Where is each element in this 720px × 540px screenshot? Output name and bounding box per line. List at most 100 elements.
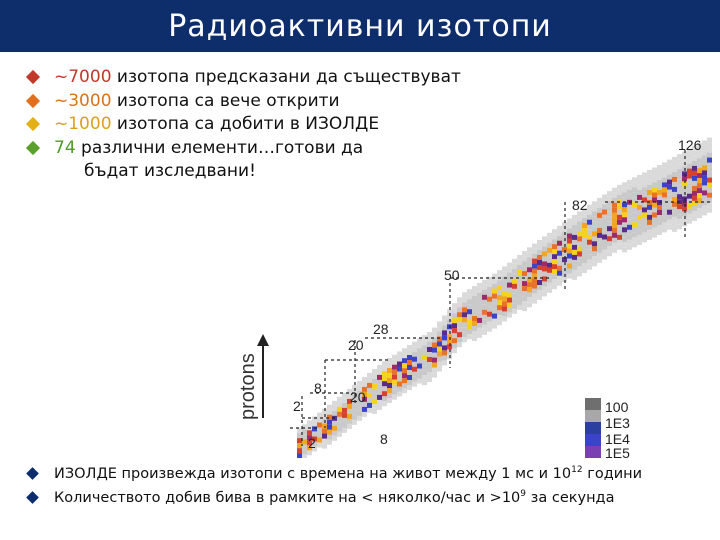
isotope-cell <box>377 394 382 400</box>
isotope-cell <box>372 398 377 404</box>
isotope-cell <box>647 204 652 210</box>
isotope-cell <box>402 358 407 364</box>
band-cell <box>397 376 402 382</box>
band-cell <box>547 282 552 288</box>
band-cell <box>552 239 557 245</box>
isotope-cell <box>472 316 477 321</box>
band-cell <box>662 167 667 173</box>
isotope-cell <box>602 209 607 215</box>
band-cell <box>327 404 332 410</box>
isotope-cell <box>532 283 537 289</box>
band-cell <box>642 172 647 178</box>
isotope-cell <box>592 231 597 237</box>
top-bullet-list: ~7000 изотопа предсказани да съществуват… <box>24 66 544 184</box>
isotope-cell <box>617 219 622 225</box>
band-cell <box>642 232 647 238</box>
isotope-cell <box>617 204 622 210</box>
band-cell <box>702 205 707 211</box>
band-cell <box>622 232 627 238</box>
band-cell <box>382 366 387 372</box>
band-cell <box>317 432 322 438</box>
isotope-cell <box>397 366 402 372</box>
isotope-cell <box>557 270 562 276</box>
band-cell <box>692 215 697 221</box>
nuclide-chart: 126 82 50 28 20 8 2 20 8 2 protons 100 1… <box>237 137 712 458</box>
band-cell <box>662 202 667 208</box>
isotope-cell <box>442 335 447 341</box>
band-cell <box>392 384 397 390</box>
band-cell <box>342 392 347 398</box>
bullet-discovered: ~3000 изотопа са вече открити <box>24 90 544 114</box>
band-cell <box>587 209 592 215</box>
band-cell <box>422 345 427 351</box>
band-cell <box>467 294 472 300</box>
band-cell <box>612 237 617 243</box>
band-cell <box>602 239 607 245</box>
band-cell <box>642 187 647 193</box>
bullet-tail: години <box>582 466 643 482</box>
band-cell <box>657 220 662 225</box>
isotope-cell <box>652 192 657 198</box>
bullet-highlight: 74 <box>54 137 76 158</box>
bullet-exponent: 9 <box>520 489 527 500</box>
band-cell <box>612 192 617 198</box>
band-cell <box>547 287 552 293</box>
band-cell <box>567 273 572 279</box>
band-cell <box>517 264 522 270</box>
band-cell <box>437 331 442 337</box>
isotope-cell <box>612 227 617 233</box>
band-cell <box>612 242 617 248</box>
band-cell <box>687 183 692 189</box>
band-cell <box>397 386 402 392</box>
band-cell <box>707 202 712 208</box>
band-cell <box>422 360 427 366</box>
band-cell <box>587 204 592 210</box>
band-cell <box>637 174 642 180</box>
band-cell <box>657 195 662 200</box>
isotope-cell <box>502 301 507 307</box>
band-cell <box>532 288 537 294</box>
isotope-cell <box>657 190 662 195</box>
band-cell <box>632 207 637 213</box>
band-cell <box>422 350 427 356</box>
isotope-cell <box>697 168 702 174</box>
isotope-cell <box>672 176 677 182</box>
isotope-cell <box>437 341 442 347</box>
bullet-elements: 74 различни елементи…готови да бъдат изс… <box>24 137 544 184</box>
band-cell <box>322 408 327 414</box>
band-cell <box>507 312 512 318</box>
bullet-text: ИЗОЛДЕ произвежда изотопи с времена на ж… <box>54 466 572 482</box>
band-cell <box>477 287 482 293</box>
band-cell <box>457 337 462 343</box>
isotope-cell <box>567 243 572 249</box>
band-cell <box>557 230 562 236</box>
band-cell <box>502 276 507 282</box>
isotope-cell <box>492 313 497 319</box>
isotope-cell <box>392 369 397 375</box>
band-cell <box>367 387 372 393</box>
band-cell <box>602 249 607 255</box>
band-cell <box>572 219 577 225</box>
isotope-cell <box>702 165 707 171</box>
isotope-cell <box>592 241 597 247</box>
band-cell <box>437 366 442 372</box>
isotope-cell <box>597 227 602 233</box>
isotope-cell <box>542 251 547 257</box>
bullet-text: изотопа са добити в ИЗОЛДЕ <box>111 114 380 134</box>
band-cell <box>387 398 392 403</box>
band-cell <box>422 340 427 346</box>
band-cell <box>417 338 422 344</box>
band-cell <box>652 222 657 228</box>
band-cell <box>547 232 552 238</box>
band-cell <box>307 420 312 426</box>
band-cell <box>582 253 587 258</box>
band-cell <box>432 327 437 333</box>
band-cell <box>702 155 707 161</box>
band-cell <box>422 365 427 371</box>
band-cell <box>392 394 397 400</box>
band-cell <box>382 401 387 407</box>
band-cell <box>677 214 682 220</box>
isotope-cell <box>547 247 552 253</box>
isotope-cell <box>472 321 477 326</box>
band-cell <box>487 291 492 297</box>
